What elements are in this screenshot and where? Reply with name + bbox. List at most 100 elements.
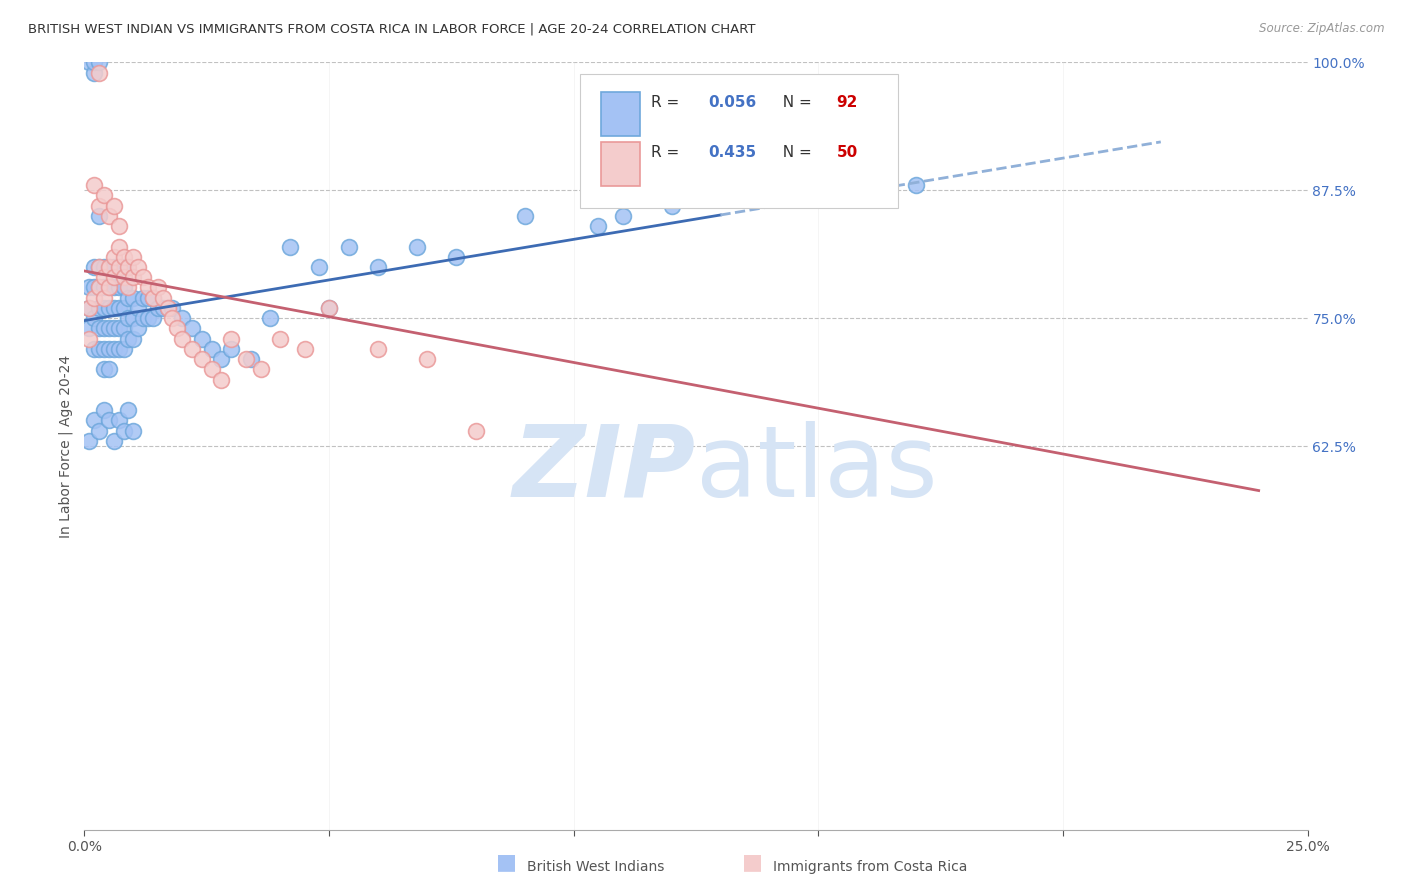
Point	[87, 342, 110, 356]
Point	[136, 291, 159, 305]
Point	[191, 332, 214, 346]
Point	[103, 270, 125, 285]
Point	[107, 260, 129, 274]
Text: 50: 50	[837, 145, 858, 160]
Point	[162, 301, 184, 315]
Point	[117, 260, 139, 274]
Point	[132, 270, 155, 285]
Point	[152, 301, 174, 315]
Point	[112, 270, 135, 285]
Point	[146, 280, 169, 294]
Point	[112, 301, 135, 315]
Point	[209, 352, 232, 367]
Point	[146, 301, 169, 315]
Point	[93, 260, 115, 274]
Point	[513, 209, 536, 223]
Point	[152, 291, 174, 305]
Point	[181, 342, 204, 356]
Point	[117, 332, 139, 346]
Point	[97, 301, 120, 315]
Point	[97, 260, 120, 274]
Point	[122, 291, 145, 305]
Point	[209, 372, 232, 386]
Point	[103, 321, 125, 335]
Point	[87, 280, 110, 294]
Point	[107, 321, 129, 335]
Y-axis label: In Labor Force | Age 20-24: In Labor Force | Age 20-24	[59, 354, 73, 538]
Point	[83, 311, 105, 326]
Text: ZIP: ZIP	[513, 420, 696, 517]
Point	[367, 342, 389, 356]
Point	[122, 332, 145, 346]
Point	[122, 270, 145, 285]
Point	[103, 199, 125, 213]
Point	[83, 260, 105, 274]
Point	[181, 321, 204, 335]
Point	[367, 260, 389, 274]
Text: ■: ■	[742, 853, 762, 872]
Point	[117, 403, 139, 417]
Point	[444, 250, 467, 264]
Point	[83, 55, 105, 70]
Point	[136, 280, 159, 294]
Point	[103, 250, 125, 264]
Point	[93, 403, 115, 417]
Point	[83, 280, 105, 294]
FancyBboxPatch shape	[579, 74, 898, 208]
Point	[172, 332, 194, 346]
Point	[97, 342, 120, 356]
Point	[122, 311, 145, 326]
Point	[93, 362, 115, 376]
Point	[97, 280, 120, 294]
Point	[87, 199, 110, 213]
Point	[219, 342, 242, 356]
Point	[87, 280, 110, 294]
Point	[318, 301, 340, 315]
Point	[112, 342, 135, 356]
Point	[107, 301, 129, 315]
Point	[112, 250, 135, 264]
Point	[77, 332, 100, 346]
Point	[93, 342, 115, 356]
Point	[103, 301, 125, 315]
Point	[87, 65, 110, 79]
Point	[142, 291, 165, 305]
Point	[93, 301, 115, 315]
Point	[191, 352, 214, 367]
Point	[249, 362, 271, 376]
Point	[93, 188, 115, 202]
Point	[83, 178, 105, 193]
Point	[83, 342, 105, 356]
Point	[127, 260, 149, 274]
Point	[87, 55, 110, 70]
Point	[83, 291, 105, 305]
Text: 92: 92	[837, 95, 858, 110]
Point	[97, 209, 120, 223]
Point	[87, 424, 110, 438]
Point	[661, 199, 683, 213]
Point	[200, 362, 222, 376]
Point	[117, 280, 139, 294]
Point	[132, 291, 155, 305]
Text: British West Indians: British West Indians	[527, 860, 665, 874]
Point	[77, 280, 100, 294]
Point	[239, 352, 262, 367]
Point	[905, 178, 928, 193]
Point	[166, 321, 188, 335]
Point	[112, 424, 135, 438]
Point	[103, 280, 125, 294]
Point	[269, 332, 291, 346]
Point	[156, 301, 179, 315]
Point	[87, 321, 110, 335]
Point	[107, 219, 129, 233]
Point	[107, 342, 129, 356]
Point	[97, 362, 120, 376]
Point	[235, 352, 257, 367]
Text: R =: R =	[651, 95, 683, 110]
Point	[87, 301, 110, 315]
Point	[294, 342, 316, 356]
Point	[77, 301, 100, 315]
Point	[112, 280, 135, 294]
Text: Source: ZipAtlas.com: Source: ZipAtlas.com	[1260, 22, 1385, 36]
Point	[77, 301, 100, 315]
